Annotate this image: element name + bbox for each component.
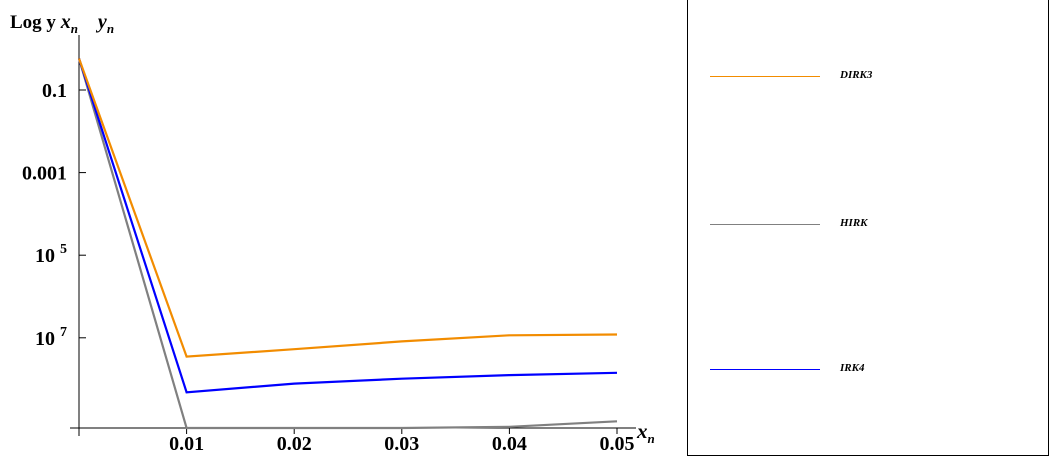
tick-labels: 0.01 0.02 0.03 0.04 0.05 0.1 0.001 10 5 10 7: [22, 80, 635, 455]
legend-swatch-irk4: [710, 369, 820, 370]
legend-item-irk4: IRK4: [710, 360, 1010, 380]
x-tick-label: 0.04: [492, 433, 527, 455]
series-lines: [77, 58, 618, 430]
legend-swatch-hirk: [710, 224, 820, 225]
series-line-dirk3: [77, 58, 618, 358]
x-tick-label: 0.03: [384, 433, 419, 455]
x-tick-label: 0.01: [169, 433, 204, 455]
y-tick-label: 10 5: [35, 242, 67, 267]
legend-item-hirk: HIRK: [710, 215, 1010, 235]
x-tick-label: 0.05: [600, 433, 635, 455]
y-tick-label: 0.001: [22, 163, 67, 185]
y-tick-label: 0.1: [42, 80, 67, 102]
x-tick-label: 0.02: [277, 433, 312, 455]
chart-plot-area: 0.01 0.02 0.03 0.04 0.05 0.1 0.001 10 5 10 7 Log…: [10, 11, 655, 455]
legend-label-irk4: IRK4: [840, 362, 865, 374]
y-tick-label: 10 7: [35, 325, 67, 350]
legend-label-hirk: HIRK: [840, 217, 868, 229]
axes: [70, 35, 636, 436]
series-line-irk4: [77, 58, 618, 394]
legend: DIRK3 HIRK IRK4: [687, 0, 1049, 456]
series-line-hirk: [77, 58, 618, 430]
y-axis-label: Log y xn yn: [10, 11, 114, 36]
legend-label-dirk3: DIRK3: [840, 69, 873, 81]
x-axis-label: xn: [636, 419, 655, 446]
legend-swatch-dirk3: [710, 76, 820, 77]
legend-item-dirk3: DIRK3: [710, 67, 1010, 87]
